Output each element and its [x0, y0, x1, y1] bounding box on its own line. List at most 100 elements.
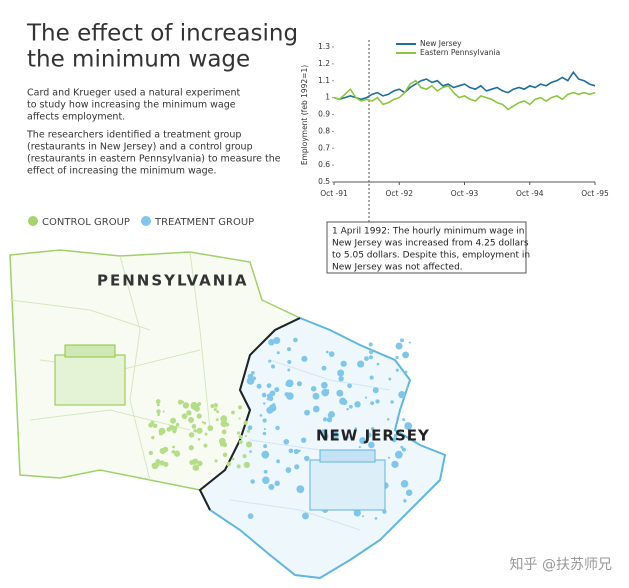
dot [261, 450, 270, 459]
dot [262, 431, 267, 436]
dot [181, 400, 185, 404]
dot [283, 438, 290, 445]
dot [203, 421, 207, 425]
dot [263, 402, 266, 405]
dot [276, 459, 280, 464]
dot [285, 382, 290, 387]
dot [251, 481, 254, 484]
dot [252, 376, 257, 381]
dot [287, 368, 291, 372]
method: (restaurants in eastern Pennsylvania) to… [27, 154, 281, 165]
watermark: 知乎 @扶苏师兄 [510, 556, 612, 573]
dot [312, 405, 320, 413]
x-tick-label: Oct -93 [451, 189, 479, 198]
dot [296, 485, 305, 494]
dot [189, 460, 195, 466]
dot [347, 436, 350, 439]
dot [261, 392, 267, 398]
dot [221, 429, 227, 435]
dot [325, 350, 329, 354]
dot [286, 392, 294, 400]
dot [358, 445, 361, 449]
dot [274, 480, 280, 486]
dot [395, 368, 399, 372]
dot [238, 417, 241, 420]
legend-swatch [141, 216, 151, 226]
dot [405, 489, 413, 496]
dot [321, 381, 328, 389]
x-tick-label: Oct -95 [581, 189, 609, 198]
dot [304, 455, 310, 462]
dot [268, 339, 275, 346]
dot [256, 383, 262, 389]
dot [388, 377, 392, 381]
dot [328, 351, 335, 357]
dot [354, 401, 361, 408]
dot [348, 404, 353, 409]
dot [296, 381, 302, 387]
dot [322, 417, 328, 422]
dot [340, 360, 347, 367]
x-tick-label: Oct -91 [320, 189, 348, 198]
dot [370, 401, 375, 406]
dot [304, 409, 311, 416]
title: The effect of increasing [26, 21, 298, 47]
dot [386, 418, 390, 421]
dot [210, 404, 215, 409]
dot [400, 445, 404, 449]
dot [361, 515, 364, 518]
dot [156, 409, 161, 414]
dot [215, 418, 219, 422]
dot [197, 460, 203, 467]
dot [312, 392, 320, 400]
dot [331, 431, 340, 439]
legend-label: Eastern Pennsylvania [420, 48, 500, 57]
dot [353, 509, 361, 517]
dot [153, 423, 158, 428]
dot [387, 456, 391, 459]
dot [402, 418, 406, 422]
dot [204, 432, 208, 436]
dot [162, 410, 165, 413]
restaurant-icon [309, 459, 386, 511]
dot [263, 469, 268, 474]
dot [251, 370, 255, 375]
dot [372, 387, 379, 394]
dot [339, 391, 343, 395]
dot [400, 479, 409, 488]
annotation: to 5.05 dollars. Despite this, employmen… [332, 251, 530, 261]
dot [196, 402, 201, 407]
dot [268, 483, 275, 491]
dot [163, 461, 169, 467]
legend-label: New Jersey [420, 39, 462, 48]
dot [285, 467, 292, 473]
dot [247, 513, 254, 519]
dot [192, 464, 200, 471]
dot [158, 431, 163, 436]
dot [364, 356, 369, 361]
dot [249, 450, 252, 453]
dot [148, 450, 153, 456]
dot [173, 450, 181, 457]
dot [263, 444, 268, 449]
dot [391, 437, 397, 443]
map-label: PENNSYLVANIA [97, 272, 248, 290]
dot [207, 425, 214, 432]
dot [366, 432, 372, 438]
dot [346, 407, 349, 411]
dot [404, 422, 413, 430]
dot [216, 410, 220, 414]
x-tick-label: Oct -94 [516, 189, 544, 198]
dot [182, 402, 190, 409]
dot [243, 461, 250, 469]
annotation: New Jersey was increased from 4.25 dolla… [332, 239, 529, 249]
dot [273, 337, 281, 345]
dot [374, 517, 378, 520]
dot [213, 407, 217, 412]
dot [395, 342, 403, 350]
dot [151, 435, 155, 440]
restaurant-roof [319, 449, 376, 463]
dot [181, 413, 188, 420]
restaurant-icon [54, 354, 126, 406]
